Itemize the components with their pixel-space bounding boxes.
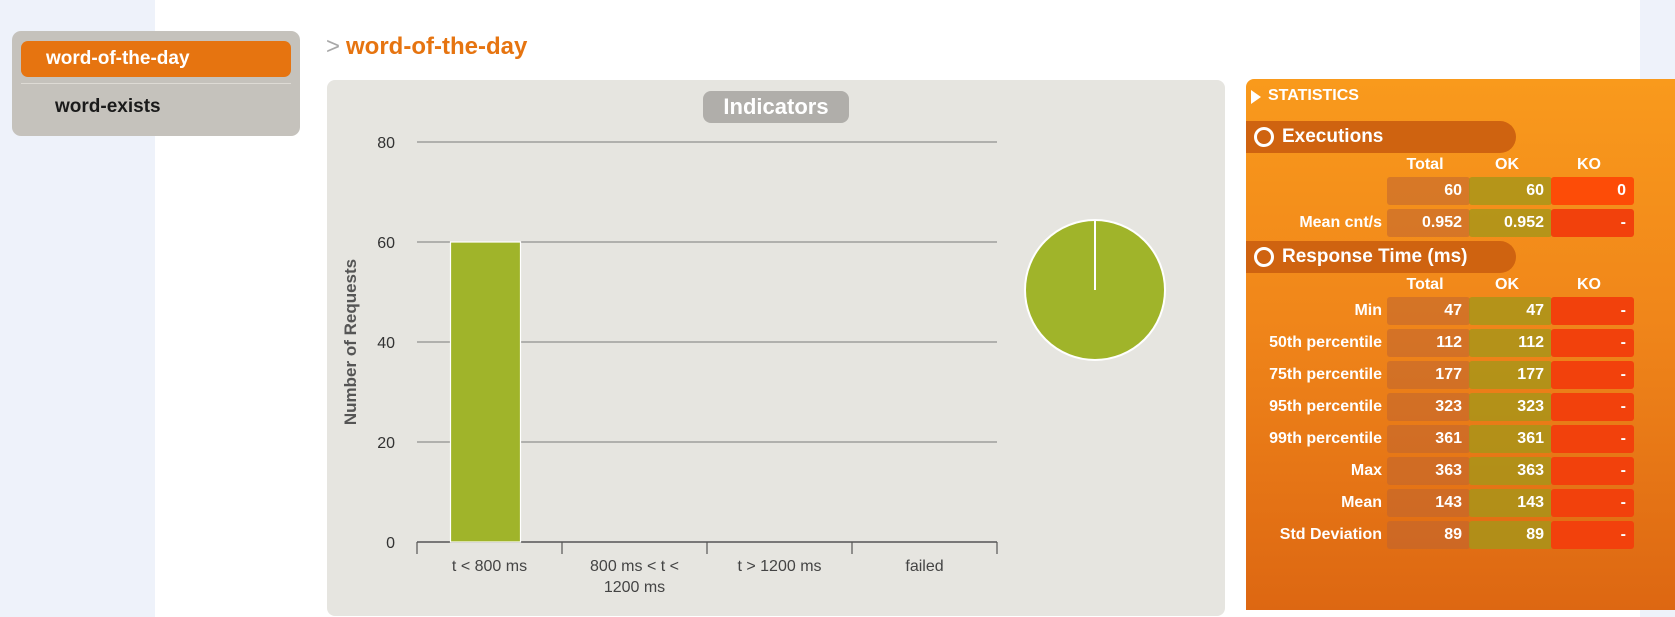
indicators-panel: Indicators 0 20 40 60 80 Number of Requests t … <box>327 80 1225 616</box>
rt-cell-total: 89 <box>1387 521 1470 549</box>
executions-title: Executions <box>1282 126 1384 147</box>
rt-cell-total: 177 <box>1387 361 1470 389</box>
rt-cell-ok: 112 <box>1469 329 1552 357</box>
response-time-section: Response Time (ms) <box>1246 241 1516 273</box>
rt-cell-ok: 361 <box>1469 425 1552 453</box>
y-tick-label: 20 <box>377 435 395 452</box>
rt-col-total: Total <box>1406 276 1444 293</box>
rt-row-label: 75th percentile <box>1269 366 1382 383</box>
rt-cell-total: 143 <box>1387 489 1470 517</box>
executions-section: Executions <box>1246 121 1516 153</box>
x-tick-label: 800 ms < t < <box>590 558 679 575</box>
x-tick-label: failed <box>905 558 943 575</box>
rt-row-label: 50th percentile <box>1269 334 1382 351</box>
refresh-icon <box>1254 127 1274 147</box>
y-tick-label: 80 <box>377 135 395 152</box>
rt-cell-ko: - <box>1551 457 1634 485</box>
rt-cell-total: 323 <box>1387 393 1470 421</box>
exec-cell-total: 60 <box>1387 177 1470 205</box>
sidebar-item-label: word-of-the-day <box>46 48 190 69</box>
exec-col-total: Total <box>1406 156 1444 173</box>
rt-row-label: Min <box>1354 302 1382 319</box>
y-tick-label: 0 <box>386 535 395 552</box>
x-tick-label: t < 800 ms <box>452 558 527 575</box>
rt-cell-ok: 363 <box>1469 457 1552 485</box>
rt-cell-ko: - <box>1551 521 1634 549</box>
sidebar-item-word-of-the-day[interactable]: word-of-the-day <box>21 41 291 77</box>
breadcrumb-arrow: > <box>326 33 341 60</box>
rt-cell-ko: - <box>1551 297 1634 325</box>
rt-row-label: Max <box>1350 462 1382 479</box>
sidebar-divider <box>21 83 291 84</box>
exec-cell-ko: - <box>1551 209 1634 237</box>
rt-cell-ok: 89 <box>1469 521 1552 549</box>
rt-cell-total: 363 <box>1387 457 1470 485</box>
rt-cell-ok: 47 <box>1469 297 1552 325</box>
sidebar-item-label: word-exists <box>55 96 161 117</box>
rt-cell-ok: 323 <box>1469 393 1552 421</box>
page-title: > word-of-the-day <box>326 33 527 61</box>
exec-cell-ok: 0.952 <box>1469 209 1552 237</box>
response-time-title: Response Time (ms) <box>1282 246 1468 267</box>
rt-cell-ko: - <box>1551 361 1634 389</box>
rt-col-ok: OK <box>1495 276 1519 293</box>
rt-cell-ko: - <box>1551 393 1634 421</box>
sidebar-item-word-exists[interactable]: word-exists <box>21 89 291 125</box>
rt-cell-ko: - <box>1551 425 1634 453</box>
rt-cell-total: 47 <box>1387 297 1470 325</box>
exec-row-label: Mean cnt/s <box>1299 214 1382 231</box>
indicators-title: Indicators <box>703 91 849 123</box>
y-axis-label: Number of Requests <box>341 259 360 425</box>
exec-cell-ko: 0 <box>1551 177 1634 205</box>
sidebar: word-of-the-day word-exists <box>12 31 300 136</box>
rt-cell-ko: - <box>1551 329 1634 357</box>
rt-cell-ok: 177 <box>1469 361 1552 389</box>
x-tick-label: t > 1200 ms <box>737 558 821 575</box>
rt-row-label: Std Deviation <box>1279 526 1382 543</box>
page-title-text: word-of-the-day <box>346 33 528 60</box>
rt-cell-total: 361 <box>1387 425 1470 453</box>
exec-col-ok: OK <box>1495 156 1519 173</box>
indicators-chart: 0 20 40 60 80 Number of Requests t < 800 ms 800… <box>341 135 1166 596</box>
statistics-panel: STATISTICS Executions Total OK KO 60 60 0 M… <box>1246 79 1675 610</box>
x-tick-label: 1200 ms <box>604 579 665 596</box>
rt-row-label: 95th percentile <box>1269 398 1382 415</box>
rt-cell-ok: 143 <box>1469 489 1552 517</box>
statistics-header: STATISTICS <box>1268 87 1359 104</box>
rt-row-label: 99th percentile <box>1269 430 1382 447</box>
y-tick-label: 60 <box>377 235 395 252</box>
exec-col-ko: KO <box>1577 156 1601 173</box>
rt-col-ko: KO <box>1577 276 1601 293</box>
bar-0 <box>449 241 522 543</box>
rt-row-label: Mean <box>1341 494 1382 511</box>
exec-cell-ok: 60 <box>1469 177 1552 205</box>
rt-cell-total: 112 <box>1387 329 1470 357</box>
expand-triangle-icon[interactable] <box>1251 90 1261 104</box>
rt-cell-ko: - <box>1551 489 1634 517</box>
exec-cell-total: 0.952 <box>1387 209 1470 237</box>
y-tick-label: 40 <box>377 335 395 352</box>
clock-icon <box>1254 247 1274 267</box>
